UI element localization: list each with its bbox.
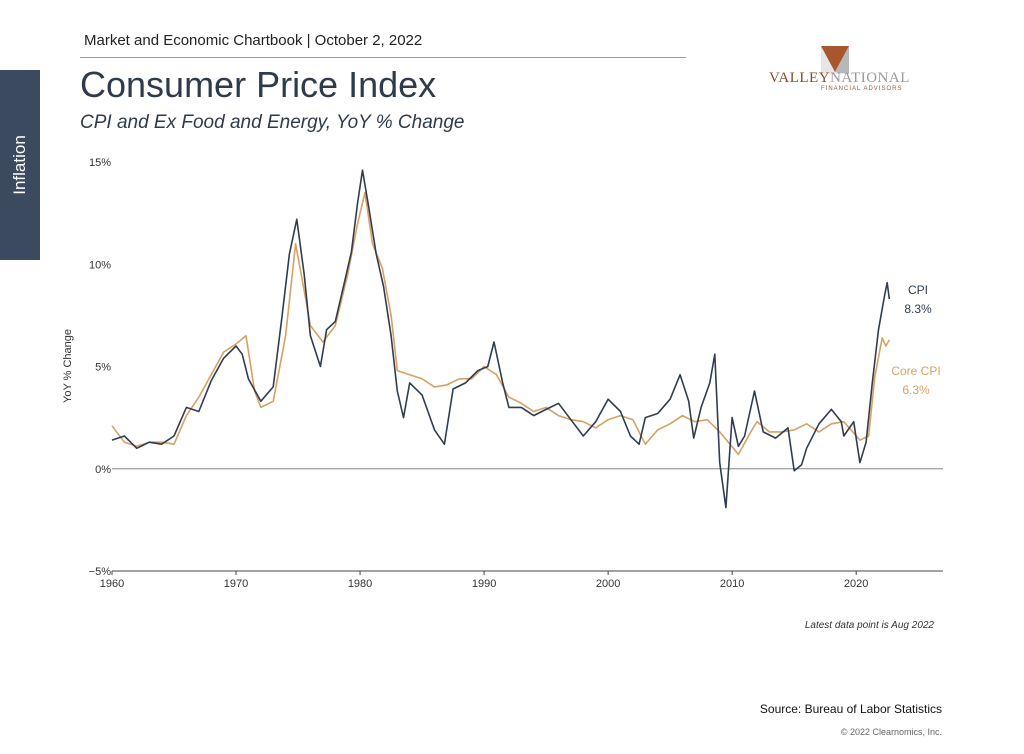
sidebar-tab-inflation[interactable]: Inflation <box>0 70 40 260</box>
y-tick-label: 5% <box>95 362 111 374</box>
cpi-series-name: CPI <box>908 283 928 297</box>
page-title: Consumer Price Index <box>80 64 437 105</box>
logo-wordmark: VALLEYNATIONAL <box>769 70 910 87</box>
x-tick-label: 1960 <box>100 578 124 590</box>
x-tick-label: 2000 <box>596 578 620 590</box>
logo-mark-icon <box>821 46 849 74</box>
latest-data-note: Latest data point is Aug 2022 <box>804 620 934 631</box>
logo-name-part1: VALLEY <box>769 70 831 86</box>
x-tick-label: 2020 <box>844 578 868 590</box>
logo-name-part2: NATIONAL <box>830 70 910 86</box>
copyright-note: © 2022 Clearnomics, Inc. <box>840 727 942 737</box>
y-tick-label: 15% <box>89 157 111 169</box>
x-tick-label: 1980 <box>348 578 372 590</box>
logo-tagline: FINANCIAL ADVISORS <box>821 86 903 92</box>
y-axis-label: YoY % Change <box>62 329 74 403</box>
x-tick-label: 2010 <box>720 578 744 590</box>
page-subtitle: CPI and Ex Food and Energy, YoY % Change <box>80 112 465 133</box>
core-cpi-series-name: Core CPI <box>891 364 940 378</box>
y-tick-label: 10% <box>89 259 111 271</box>
cpi-series-line <box>111 169 891 509</box>
company-logo: VALLEYNATIONAL FINANCIAL ADVISORS <box>765 46 910 96</box>
source-note: Source: Bureau of Labor Statistics <box>759 702 942 716</box>
chartbook-kicker: Market and Economic Chartbook | October … <box>84 32 423 49</box>
core-cpi-series-line <box>111 191 890 456</box>
core-cpi-latest-value: 6.3% <box>902 383 930 397</box>
x-tick-label: 1970 <box>224 578 248 590</box>
y-tick-label: 0% <box>95 464 111 476</box>
header-divider <box>80 57 686 58</box>
x-tick-label: 1990 <box>472 578 496 590</box>
y-tick-label: −5% <box>89 566 112 578</box>
cpi-latest-value: 8.3% <box>904 302 932 316</box>
